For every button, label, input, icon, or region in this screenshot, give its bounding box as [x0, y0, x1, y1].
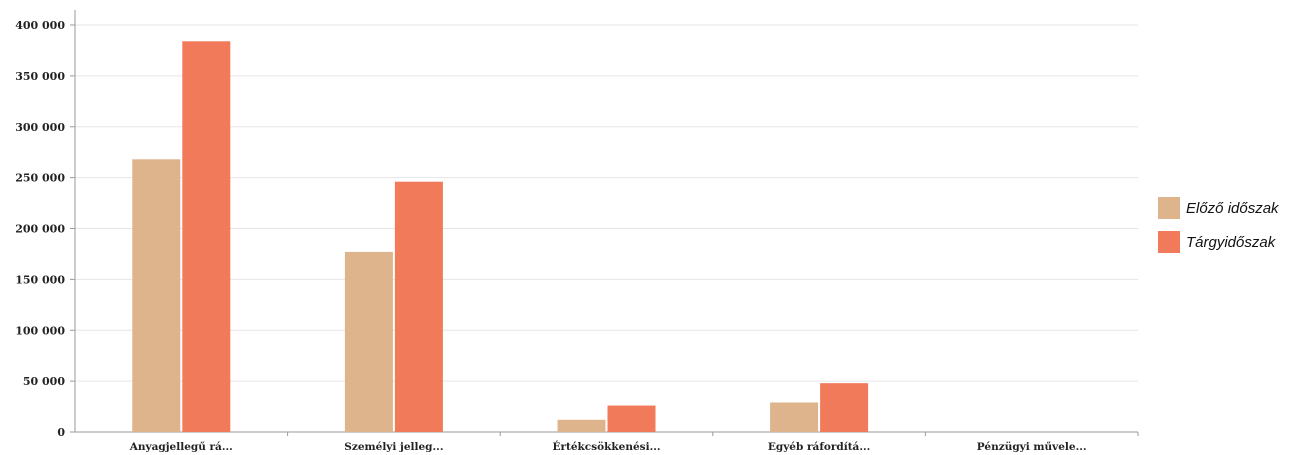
x-tick-label: Értékcsökkenési... — [552, 439, 660, 453]
x-axis-ticks: Anyagjellegű rá... Személyi jelleg... Érté… — [129, 432, 1139, 453]
bar — [770, 402, 819, 432]
bar — [607, 405, 656, 432]
x-tick-label: Anyagjellegű rá... — [129, 440, 233, 453]
bar — [132, 159, 181, 432]
y-tick-label: 50 000 — [23, 375, 65, 388]
y-tick-label: 250 000 — [15, 172, 65, 185]
legend-label: Előző időszak — [1186, 200, 1280, 217]
bar — [394, 181, 443, 432]
x-tick-label: Személyi jelleg... — [344, 441, 443, 453]
y-axis-ticks: 0 50 000 100 000 150 000 200 000 250 000 300 0… — [15, 19, 75, 439]
x-tick-label: Pénzügyi művele... — [977, 440, 1087, 453]
x-tick-label: Egyéb ráfordítá... — [768, 441, 870, 453]
bar — [344, 251, 393, 432]
legend-label: Tárgyidőszak — [1186, 234, 1277, 251]
y-tick-label: 400 000 — [15, 19, 65, 32]
axes — [74, 10, 1138, 433]
y-tick-label: 300 000 — [15, 121, 65, 134]
legend-swatch — [1158, 197, 1180, 219]
bar — [557, 419, 606, 432]
y-tick-label: 100 000 — [15, 324, 65, 337]
legend: Előző időszak Tárgyidőszak — [1158, 197, 1280, 253]
grid-lines — [75, 24, 1138, 382]
y-tick-label: 150 000 — [15, 273, 65, 286]
legend-swatch — [1158, 231, 1180, 253]
bar — [820, 383, 869, 432]
y-tick-label: 0 — [57, 426, 65, 439]
y-tick-label: 350 000 — [15, 70, 65, 83]
bar — [182, 41, 231, 432]
y-tick-label: 200 000 — [15, 223, 65, 236]
bars — [132, 41, 869, 432]
